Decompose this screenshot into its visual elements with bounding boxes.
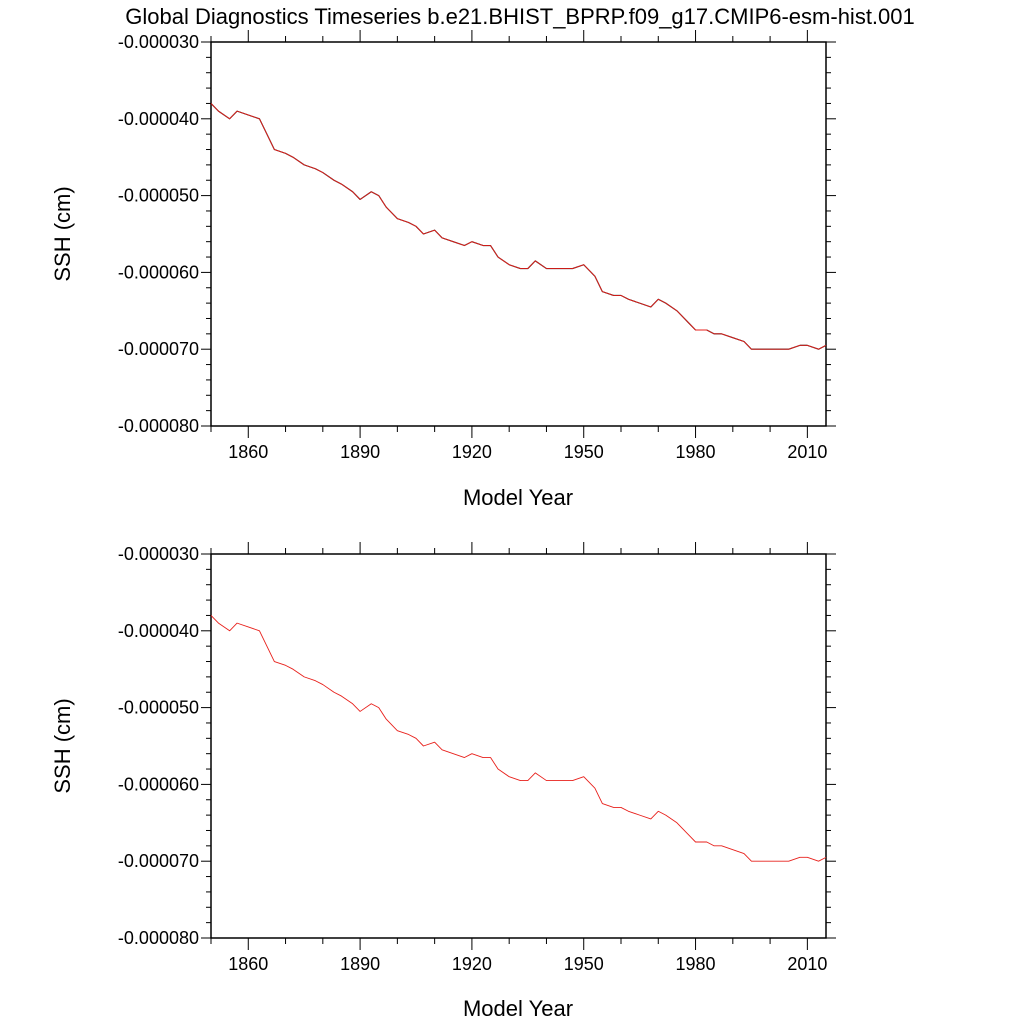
top-panel: -0.000030 -0.000040 -0.000050 -0.000060 -0.0… bbox=[50, 30, 836, 510]
bottom-x-tick-label: 1860 bbox=[228, 954, 268, 974]
top-y-tick-label: -0.000060 bbox=[118, 262, 199, 282]
bottom-y-axis-label: SSH (cm) bbox=[50, 698, 75, 793]
chart-title: Global Diagnostics Timeseries b.e21.BHIS… bbox=[125, 4, 915, 29]
bottom-x-tick-label: 1950 bbox=[564, 954, 604, 974]
top-y-axis-label: SSH (cm) bbox=[50, 186, 75, 281]
top-y-ticks: -0.000030 -0.000040 -0.000050 -0.000060 -0.0… bbox=[118, 32, 836, 436]
top-x-tick-label: 1980 bbox=[676, 442, 716, 462]
bottom-x-tick-label: 1920 bbox=[452, 954, 492, 974]
top-y-tick-label: -0.000040 bbox=[118, 109, 199, 129]
bottom-panel: -0.000030 -0.000040 -0.000050 -0.000060 -0.0… bbox=[50, 542, 836, 1021]
bottom-x-axis-label: Model Year bbox=[463, 996, 573, 1021]
top-series-line-monthly bbox=[210, 103, 827, 350]
bottom-series bbox=[210, 615, 827, 862]
top-y-tick-label: -0.000080 bbox=[118, 416, 199, 436]
bottom-x-tick-label: 1890 bbox=[340, 954, 380, 974]
top-x-axis-label: Model Year bbox=[463, 485, 573, 510]
bottom-series-line-annual bbox=[210, 615, 827, 862]
top-x-tick-label: 1950 bbox=[564, 442, 604, 462]
bottom-y-tick-label: -0.000050 bbox=[118, 698, 199, 718]
top-series bbox=[210, 103, 827, 350]
bottom-y-tick-label: -0.000080 bbox=[118, 928, 199, 948]
bottom-y-tick-label: -0.000060 bbox=[118, 774, 199, 794]
top-x-tick-label: 1890 bbox=[340, 442, 380, 462]
bottom-y-ticks: -0.000030 -0.000040 -0.000050 -0.000060 -0.0… bbox=[118, 544, 836, 948]
bottom-x-ticks: 1860 1890 1920 1950 1980 2010 bbox=[210, 542, 827, 974]
bottom-y-tick-label: -0.000040 bbox=[118, 621, 199, 641]
top-x-tick-label: 2010 bbox=[787, 442, 827, 462]
bottom-x-tick-label: 2010 bbox=[787, 954, 827, 974]
bottom-x-tick-label: 1980 bbox=[676, 954, 716, 974]
top-y-tick-label: -0.000050 bbox=[118, 186, 199, 206]
top-plot-frame bbox=[210, 41, 827, 427]
bottom-y-tick-label: -0.000070 bbox=[118, 851, 199, 871]
top-x-ticks: 1860 1890 1920 1950 1980 2010 bbox=[210, 30, 827, 462]
bottom-y-tick-label: -0.000030 bbox=[118, 544, 199, 564]
top-x-tick-label: 1860 bbox=[228, 442, 268, 462]
top-x-tick-label: 1920 bbox=[452, 442, 492, 462]
top-series-line-annual bbox=[210, 103, 827, 350]
bottom-plot-frame bbox=[210, 553, 827, 939]
top-y-tick-label: -0.000070 bbox=[118, 339, 199, 359]
top-y-tick-label: -0.000030 bbox=[118, 32, 199, 52]
